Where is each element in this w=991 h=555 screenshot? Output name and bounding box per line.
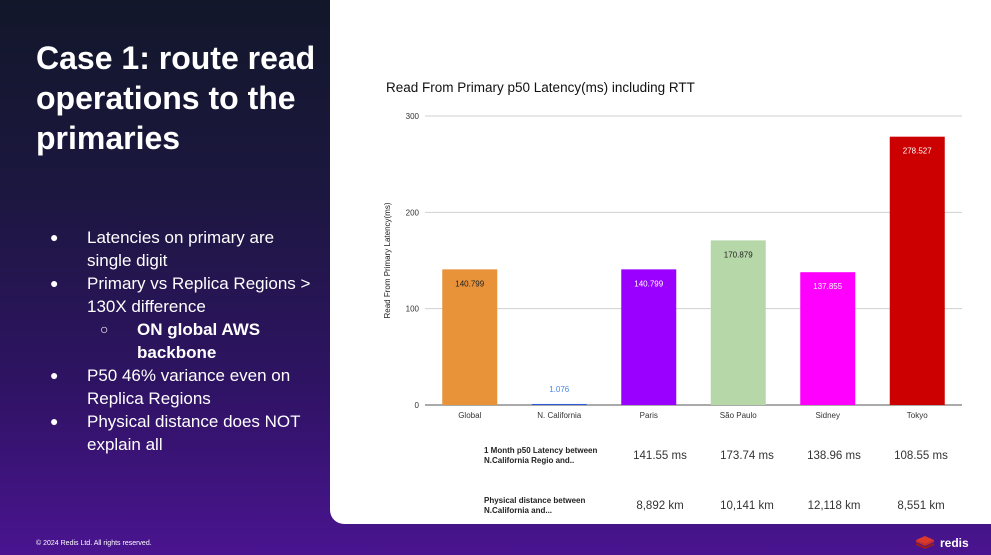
y-tick-label: 0	[415, 401, 420, 410]
x-tick-label: São Paulo	[720, 411, 757, 420]
y-tick-label: 100	[406, 305, 420, 314]
data-label: 1.076	[549, 385, 570, 394]
table-cell: 173.74 ms	[720, 450, 774, 462]
left-panel: Case 1: route read operations to the pri…	[0, 0, 330, 530]
bullet-item: ● P50 46% variance even on Replica Regio…	[50, 364, 320, 410]
bullet-item: ● Latencies on primary are single digit	[50, 226, 320, 272]
y-axis-label: Read From Primary Latency(ms)	[383, 202, 392, 318]
y-tick-label: 200	[406, 208, 420, 217]
table-cell: 10,141 km	[720, 500, 774, 512]
bullet-dot-icon: ●	[50, 413, 59, 429]
copyright-text: © 2024 Redis Ltd. All rights reserved.	[36, 540, 152, 547]
bar	[889, 136, 945, 405]
slide-title: Case 1: route read operations to the pri…	[36, 40, 316, 156]
bullet-ring-icon: ○	[100, 321, 109, 337]
bullet-text: Latencies on primary are single digit	[87, 228, 275, 270]
redis-logo-icon	[916, 536, 934, 549]
bar	[710, 240, 766, 405]
table-row: Physical distance between N.California a…	[480, 492, 970, 542]
table-cell: 12,118 km	[807, 500, 861, 512]
bullet-dot-icon: ●	[50, 229, 59, 245]
brand-logo: redis	[915, 535, 969, 551]
table-cell: 138.96 ms	[807, 450, 861, 462]
row-label: 1 Month p50 Latency between N.California…	[484, 446, 598, 465]
data-label: 170.879	[724, 250, 753, 259]
bar	[800, 272, 856, 405]
comparison-table: 1 Month p50 Latency between N.California…	[480, 442, 970, 542]
table-row: 1 Month p50 Latency between N.California…	[480, 442, 970, 492]
chart-card	[330, 0, 991, 524]
data-label: 140.799	[634, 279, 663, 288]
row-label: Physical distance between N.California a…	[484, 496, 586, 515]
bullet-dot-icon: ●	[50, 275, 59, 291]
bar	[621, 269, 677, 405]
x-tick-label: N. California	[537, 411, 582, 420]
bullet-dot-icon: ●	[50, 367, 59, 383]
data-label: 278.527	[903, 147, 932, 156]
bar-chart: 0 100 200 300 Read From Primary Latency(ms) 1…	[383, 112, 962, 420]
bar	[442, 269, 498, 405]
x-tick-label: Global	[458, 411, 481, 420]
bullet-text: Primary vs Replica Regions > 130X differ…	[87, 274, 311, 316]
table-cell: 8,551 km	[897, 500, 945, 512]
brand-name: redis	[940, 536, 969, 550]
data-label: 137.855	[813, 282, 842, 291]
sub-bullet-item: ○ ON global AWS backbone	[50, 318, 320, 364]
bullet-list: ● Latencies on primary are single digit …	[50, 226, 320, 456]
table-cell: 8,892 km	[636, 500, 684, 512]
bar	[531, 403, 587, 405]
bullet-item: ● Physical distance does NOT explain all	[50, 410, 320, 456]
x-tick-label: Sidney	[816, 411, 840, 420]
sub-bullet-text: ON global AWS backbone	[137, 320, 261, 362]
data-label: 140.799	[455, 279, 484, 288]
chart-title: Read From Primary p50 Latency(ms) includ…	[386, 80, 695, 95]
bullet-item: ● Primary vs Replica Regions > 130X diff…	[50, 272, 320, 318]
x-tick-label: Paris	[640, 411, 658, 420]
x-tick-label: Tokyo	[907, 411, 928, 420]
y-tick-label: 300	[406, 112, 420, 121]
bullet-text: P50 46% variance even on Replica Regions	[87, 366, 291, 408]
bullet-text: Physical distance does NOT explain all	[87, 412, 301, 454]
table-cell: 108.55 ms	[894, 450, 948, 462]
table-cell: 141.55 ms	[633, 450, 687, 462]
